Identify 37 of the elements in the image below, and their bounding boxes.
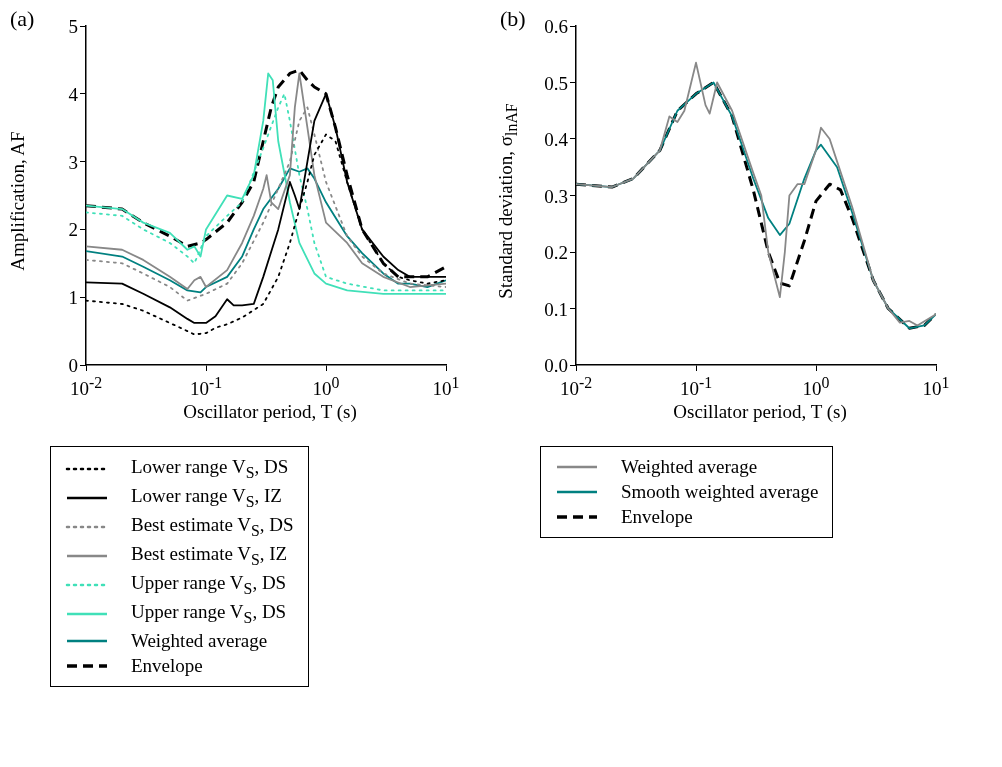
x-tick-label: 10$^{-1}$ [679,374,713,400]
y-tick-label: 0.2 [544,241,568,263]
x-axis-title: Oscillator period, T (s) [672,401,848,423]
y-tick-label: 0.6 [544,15,568,37]
legend-label: Best estimate V$_{S}$, DS [131,513,294,540]
legend-label: Weighted average [621,456,758,478]
chart-title: (a) [10,6,35,32]
x-tick-label: 10$^{-1}$ [189,374,223,400]
legend-label: Weighted average [131,629,268,652]
legend-label: Best estimate V$_{S}$, IZ [131,542,288,569]
y-tick-label: 1 [68,286,78,308]
legend-label: Upper range V$_{S}$, DS [131,571,287,598]
y-tick-label: 0.0 [544,354,568,376]
legend-label: Lower range V$_{S}$, DS [131,456,289,482]
legend-label: Upper range V$_{S}$, DS [131,600,287,627]
x-tick-label: 10$^{-2}$ [559,374,593,400]
legend-label: Envelope [621,505,693,528]
legend-label: Envelope [131,654,203,677]
y-tick-label: 2 [68,218,78,240]
legend-label: Lower range V$_{S}$, IZ [131,484,282,511]
y-tick-label: 5 [68,15,78,37]
y-tick-label: 0.3 [544,185,568,206]
chart-title: (b) [500,6,526,32]
legend-label: Smooth weighted average [621,480,819,503]
x-tick-label: 10$^{0}$ [312,374,340,400]
x-tick-label: 10$^{1}$ [922,374,950,400]
x-axis-title: Oscillator period, T (s) [182,401,358,423]
x-tick-label: 10$^{-2}$ [69,374,103,400]
y-tick-label: 0 [68,354,78,376]
y-tick-label: 4 [68,83,78,105]
y-tick-label: 0.1 [544,298,568,319]
y-axis-title: Amplification, AF [7,131,29,271]
x-tick-label: 10$^{1}$ [432,374,460,400]
y-tick-label: 0.5 [544,72,568,93]
y-tick-label: 0.4 [544,128,568,150]
x-tick-label: 10$^{0}$ [802,374,830,400]
y-tick-label: 3 [68,151,78,173]
